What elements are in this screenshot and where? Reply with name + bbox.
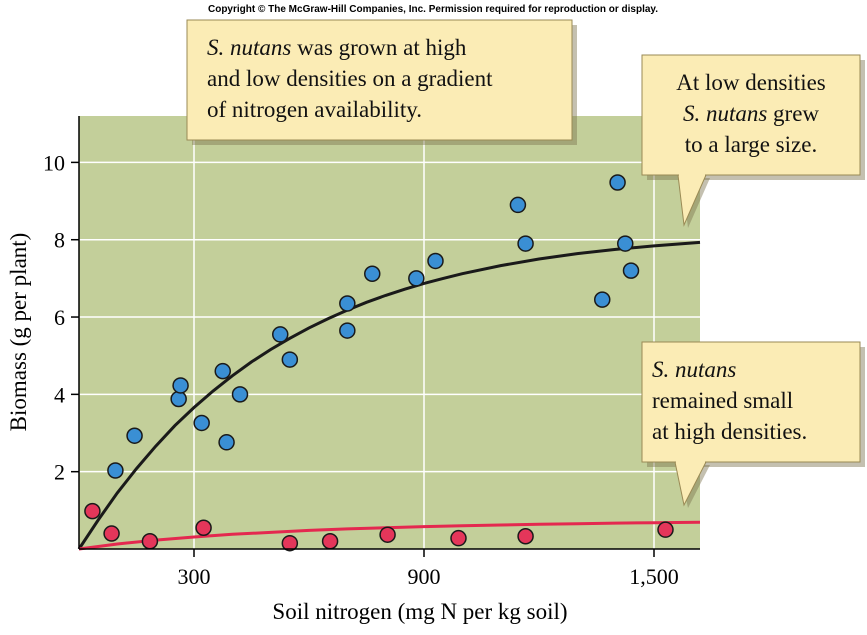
point-s1-9 [657,521,674,538]
plot-area [79,116,700,549]
callout-text-segment: grew [767,101,819,126]
point-s1-7 [450,529,467,547]
point-s1-2 [141,533,159,550]
callout-top: S. nutans was grown at high and low densi… [186,19,577,145]
callout-text-segment: S. nutans [207,35,291,60]
callout-right-upper: At low densities S. nutans grew to a large… [641,54,865,228]
callout-text-segment: of nitrogen availability. [207,97,422,122]
point-s0-17 [594,291,611,308]
data-points [84,174,674,552]
callout-text-segment: S. nutans [652,357,736,382]
point-s0-7 [231,386,249,403]
point-s0-11 [339,322,356,339]
point-s0-20 [622,262,640,279]
callout-line: S. nutans was grown at high [207,35,467,60]
point-s0-15 [509,196,527,214]
point-s0-13 [408,270,425,287]
point-s0-4 [193,414,210,432]
callout-line: S. nutans [652,357,736,382]
callout-text-segment: was grown at high [291,35,467,60]
callout-box [641,54,861,176]
x-tick-label-0: 300 [178,564,211,589]
callout-text-segment: S. nutans [683,101,767,126]
y-tick-label-0: 2 [54,460,65,485]
x-tick-label-2: 1,500 [629,564,679,589]
callout-line: remained small [652,388,793,413]
point-s0-14 [427,252,444,270]
copyright-notice: Copyright © The McGraw-Hill Companies, I… [208,4,658,15]
axes [71,116,700,557]
point-s1-8 [517,527,534,545]
x-axis-label: Soil nitrogen (mg N per kg soil) [272,599,567,624]
callout-text-segment: to a large size. [685,132,817,157]
y-tick-label-1: 4 [54,382,65,407]
point-s0-1 [126,427,143,444]
y-tick-label-2: 6 [54,305,65,330]
point-s1-1 [103,525,120,542]
y-tick-label-4: 10 [43,150,65,175]
point-s1-4 [281,534,299,552]
callouts: S. nutans was grown at high and low densi… [186,19,865,508]
point-s1-5 [321,533,339,550]
point-s0-6 [218,434,235,451]
point-s0-12 [364,265,381,282]
callout-box [641,341,861,463]
callout-text-segment: At low densities [676,70,826,95]
point-s1-0 [84,502,101,520]
callout-right-lower: S. nutans remained small at high densities… [641,341,865,508]
point-s0-19 [617,235,634,252]
point-s0-10 [339,295,356,312]
point-s0-9 [281,351,299,368]
tick-labels: 2 4 6 8 10 300 900 1,500 [43,150,679,589]
point-s0-2 [170,390,187,408]
fit-curve-2 [77,240,701,550]
point-s0-18 [609,174,626,191]
point-s1-6 [379,526,396,543]
callout-text-segment: and low densities on a gradient [207,66,493,91]
callout-line: at high densities. [652,419,807,444]
callout-line: S. nutans grew [683,101,819,126]
point-s1-3 [195,519,212,536]
callout-line: of nitrogen availability. [207,97,422,122]
point-s0-0 [107,462,124,479]
point-s0-5 [214,362,231,380]
callout-line: to a large size. [685,132,817,157]
point-s0-16 [517,235,534,252]
callout-text-segment: remained small [652,388,793,413]
callout-line: At low densities [676,70,826,95]
x-tick-label-1: 900 [408,564,441,589]
callout-text-segment: at high densities. [652,419,807,444]
y-axis-label: Biomass (g per plant) [6,233,31,432]
y-tick-label-3: 8 [54,228,65,253]
point-s0-8 [272,326,289,343]
callout-box [186,19,573,141]
point-s0-3 [172,377,189,394]
callout-line: and low densities on a gradient [207,66,493,91]
